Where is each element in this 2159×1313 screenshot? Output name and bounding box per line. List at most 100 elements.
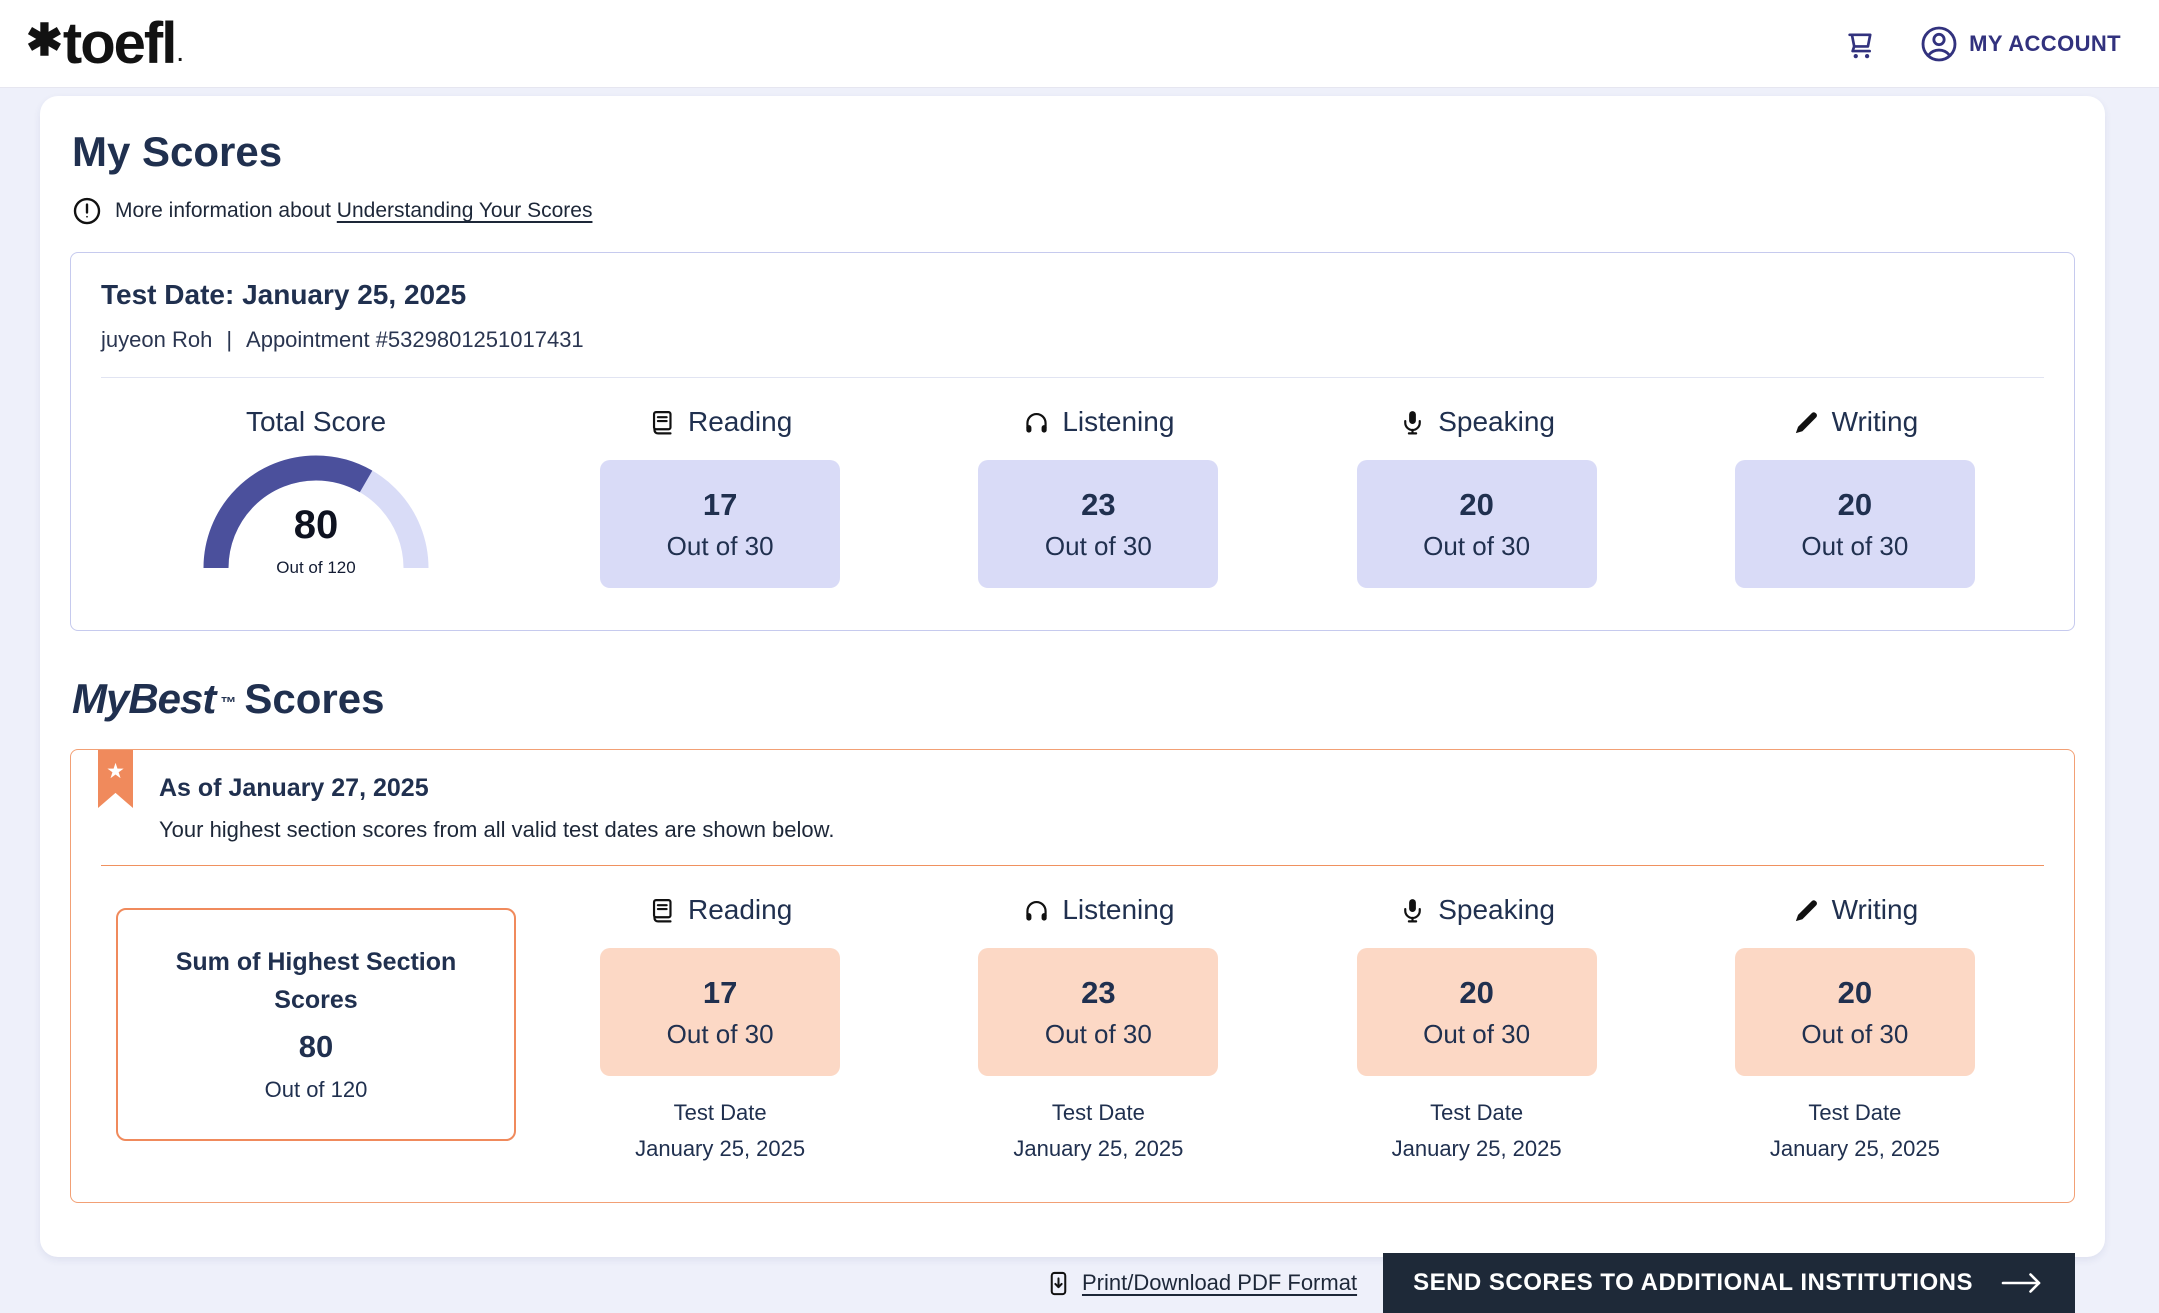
headphones-icon: [1022, 896, 1051, 925]
logo-wordmark: toefl: [62, 10, 177, 76]
score-value: 23: [1081, 974, 1116, 1010]
score-box: 20 Out of 30: [1356, 460, 1597, 588]
cart-button[interactable]: [1843, 27, 1879, 61]
pdf-link-label: Print/Download PDF Format: [1081, 1270, 1358, 1295]
score-value: 17: [702, 486, 738, 522]
score-value: 20: [1459, 974, 1494, 1010]
score-box: 17 Out of 30: [600, 460, 841, 588]
test-date-title: Test Date: January 25, 2025: [101, 279, 467, 310]
score-box: 20 Out of 30: [1356, 948, 1597, 1076]
trademark-symbol: ™: [220, 695, 237, 712]
section-name: Writing: [1831, 406, 1919, 437]
my-account-button[interactable]: MY ACCOUNT: [1919, 24, 2121, 64]
section-name: Writing: [1831, 894, 1919, 925]
mybest-column-writing: Writing 20 Out of 30 Test Date January 2…: [1666, 894, 2044, 1162]
mybest-column-speaking: Speaking 20 Out of 30 Test Date January …: [1288, 894, 1666, 1162]
section-label: Listening: [909, 894, 1287, 926]
score-value: 20: [1837, 486, 1873, 522]
score-outof: Out of 30: [1801, 1018, 1909, 1049]
total-score-value: 80: [293, 503, 339, 547]
score-box: 23 Out of 30: [978, 948, 1219, 1076]
account-person-icon: [1919, 24, 1959, 64]
section-label: Speaking: [1288, 894, 1666, 926]
test-date-value: January 25, 2025: [635, 1136, 806, 1161]
mybest-scores-row: Sum of Highest Section Scores 80 Out of …: [101, 894, 2044, 1162]
scores-row: Total Score 80 Out of 120: [101, 406, 2044, 588]
section-name: Listening: [1062, 406, 1175, 437]
info-text-prefix: More information about: [115, 199, 331, 222]
footer-actions: Print/Download PDF Format SEND SCORES TO…: [70, 1253, 2075, 1313]
score-value: 20: [1459, 486, 1494, 522]
toefl-logo[interactable]: ✱ toefl .: [26, 10, 183, 76]
pencil-icon: [1792, 896, 1821, 925]
test-taker-name: juyeon Roh: [101, 327, 213, 352]
score-outof: Out of 30: [1044, 530, 1152, 561]
score-box: 23 Out of 30: [978, 460, 1219, 588]
page-title: My Scores: [72, 128, 283, 175]
section-label: Reading: [531, 406, 909, 438]
section-name: Speaking: [1438, 406, 1555, 437]
section-label: Writing: [1666, 894, 2044, 926]
score-value: 17: [702, 974, 738, 1010]
orange-divider: [101, 865, 2044, 866]
book-icon: [648, 896, 677, 925]
logo-trademark-dot: .: [177, 43, 183, 66]
section-column-speaking: Speaking 20 Out of 30: [1288, 406, 1666, 588]
section-column-listening: Listening 23 Out of 30: [909, 406, 1287, 588]
score-box: 20 Out of 30: [1734, 460, 1975, 588]
card-divider: [101, 377, 2044, 378]
understanding-scores-link[interactable]: Understanding Your Scores: [336, 199, 593, 222]
mybest-scores-title: MyBest ™ Scores: [72, 675, 2075, 723]
appointment-number: Appointment #5329801251017431: [246, 327, 584, 352]
section-label: Writing: [1666, 406, 2044, 438]
score-outof: Out of 30: [1044, 1018, 1152, 1049]
score-outof: Out of 30: [1423, 1018, 1531, 1049]
score-outof: Out of 30: [666, 530, 774, 561]
print-download-pdf-link[interactable]: Print/Download PDF Format: [1045, 1270, 1357, 1297]
score-outof: Out of 30: [1801, 530, 1909, 561]
total-score-label: Total Score: [245, 406, 387, 437]
total-score-outof: Out of 120: [276, 558, 356, 577]
test-date-value: January 25, 2025: [1391, 1136, 1562, 1161]
section-name: Speaking: [1438, 894, 1555, 925]
shopping-cart-icon: [1843, 27, 1879, 61]
sum-highest-value: 80: [298, 1029, 334, 1064]
test-date-card: Test Date: January 25, 2025 juyeon Roh |…: [70, 252, 2075, 631]
section-name: Reading: [687, 406, 793, 437]
pencil-icon: [1792, 408, 1821, 437]
score-box: 17 Out of 30: [600, 948, 841, 1076]
top-navigation-bar: ✱ toefl . MY ACCOUNT: [0, 0, 2159, 88]
score-value: 23: [1081, 486, 1116, 522]
download-icon: [1045, 1270, 1072, 1297]
score-box: 20 Out of 30: [1734, 948, 1975, 1076]
headphones-icon: [1022, 408, 1051, 437]
section-label: Listening: [909, 406, 1287, 438]
test-date-label: Test Date: [673, 1100, 767, 1125]
sum-highest-box: Sum of Highest Section Scores 80 Out of …: [116, 908, 516, 1141]
total-score-column: Total Score 80 Out of 120: [101, 406, 531, 588]
mybest-title-rest: Scores: [244, 675, 385, 722]
topbar-actions: MY ACCOUNT: [1843, 24, 2121, 64]
arrow-right-icon: [1999, 1270, 2045, 1296]
test-date-value: January 25, 2025: [1013, 1136, 1184, 1161]
microphone-icon: [1398, 408, 1427, 437]
test-date-label: Test Date: [1808, 1100, 1902, 1125]
section-column-reading: Reading 17 Out of 30: [531, 406, 909, 588]
mybest-wordmark: MyBest: [72, 675, 216, 722]
send-scores-label: SEND SCORES TO ADDITIONAL INSTITUTIONS: [1413, 1269, 1973, 1296]
star-ribbon-icon: ★: [98, 750, 133, 808]
send-scores-button[interactable]: SEND SCORES TO ADDITIONAL INSTITUTIONS: [1383, 1253, 2075, 1313]
section-label: Reading: [531, 894, 909, 926]
separator: |: [226, 327, 233, 352]
section-label: Speaking: [1288, 406, 1666, 438]
test-date-label: Test Date: [1051, 1100, 1145, 1125]
as-of-date: As of January 27, 2025: [159, 774, 429, 802]
section-name: Listening: [1062, 894, 1175, 925]
my-scores-panel: My Scores More information about Underst…: [40, 96, 2105, 1313]
info-alert-icon: [72, 196, 102, 226]
microphone-icon: [1398, 896, 1427, 925]
total-score-gauge: 80 Out of 120: [201, 450, 431, 578]
asterisk-logo-icon: ✱: [26, 15, 63, 65]
score-outof: Out of 30: [1423, 530, 1531, 561]
info-text: More information about Understanding You…: [115, 199, 592, 223]
